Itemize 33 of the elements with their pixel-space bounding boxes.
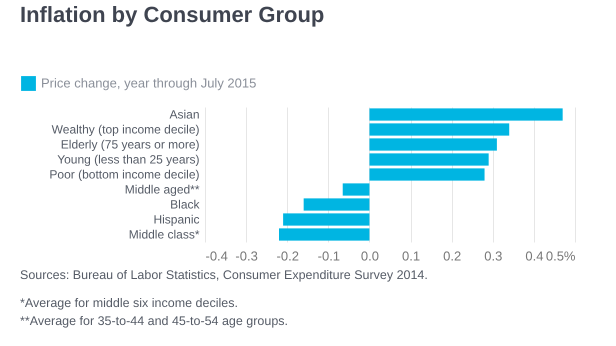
y-tick-label: Young (less than 25 years) bbox=[57, 152, 200, 166]
y-tick-label: Wealthy (top income decile) bbox=[52, 122, 200, 136]
x-tick-label: 0.1 bbox=[402, 248, 420, 264]
y-tick-label: Asian bbox=[169, 108, 200, 122]
bar bbox=[283, 213, 370, 226]
bar bbox=[369, 153, 489, 166]
bar bbox=[369, 138, 497, 151]
x-tick-label: -0.1 bbox=[318, 248, 340, 264]
x-tick-label: 0.4 bbox=[525, 248, 544, 264]
x-tick-label: -0.4 bbox=[206, 248, 228, 264]
y-tick-label: Black bbox=[170, 198, 200, 212]
x-tick-label: 0.3 bbox=[484, 248, 502, 264]
source-note: Sources: Bureau of Labor Statistics, Consumer Expenditure Survey 2014. bbox=[20, 268, 428, 282]
x-tick-label: 0.0 bbox=[360, 248, 379, 264]
text: **Average for 35-to-44 and 45-to-54 age groups. bbox=[20, 314, 290, 328]
bar bbox=[279, 228, 370, 241]
bar bbox=[304, 198, 370, 211]
bar bbox=[342, 183, 370, 196]
y-tick-label: Elderly (75 years or more) bbox=[60, 138, 200, 152]
text: *Average for middle six income deciles. bbox=[20, 296, 239, 310]
x-tick-label: 0.2 bbox=[443, 248, 462, 264]
bar bbox=[369, 108, 563, 121]
legend-label: Price change, year through July 2015 bbox=[41, 76, 256, 90]
y-tick-label: Hispanic bbox=[153, 212, 200, 226]
y-tick-label: Poor (bottom income decile) bbox=[49, 168, 200, 182]
x-tick-label: 0.5% bbox=[546, 248, 576, 264]
y-tick-label: Middle class* bbox=[128, 228, 200, 242]
x-tick-label: -0.3 bbox=[235, 248, 258, 264]
y-tick-label: Middle aged** bbox=[124, 182, 200, 196]
bar bbox=[369, 123, 510, 136]
chart-title: Inflation by Consumer Group bbox=[20, 2, 324, 28]
x-tick-label: -0.2 bbox=[276, 248, 299, 264]
bar bbox=[369, 168, 485, 181]
